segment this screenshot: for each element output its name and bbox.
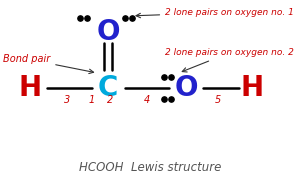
Text: 1: 1 bbox=[88, 95, 94, 105]
Text: HCOOH  Lewis structure: HCOOH Lewis structure bbox=[79, 161, 221, 174]
Text: 4: 4 bbox=[144, 95, 150, 105]
Text: O: O bbox=[174, 74, 198, 102]
Text: H: H bbox=[240, 74, 264, 102]
Text: 3: 3 bbox=[64, 95, 70, 105]
Text: 2: 2 bbox=[107, 95, 113, 105]
Text: H: H bbox=[18, 74, 42, 102]
Text: 5: 5 bbox=[215, 95, 221, 105]
Text: O: O bbox=[96, 18, 120, 46]
Text: 2 lone pairs on oxygen no. 1: 2 lone pairs on oxygen no. 1 bbox=[136, 8, 294, 18]
Text: 2 lone pairs on oxygen no. 2: 2 lone pairs on oxygen no. 2 bbox=[165, 48, 294, 72]
Text: C: C bbox=[98, 74, 118, 102]
Text: Bond pair: Bond pair bbox=[3, 54, 94, 74]
